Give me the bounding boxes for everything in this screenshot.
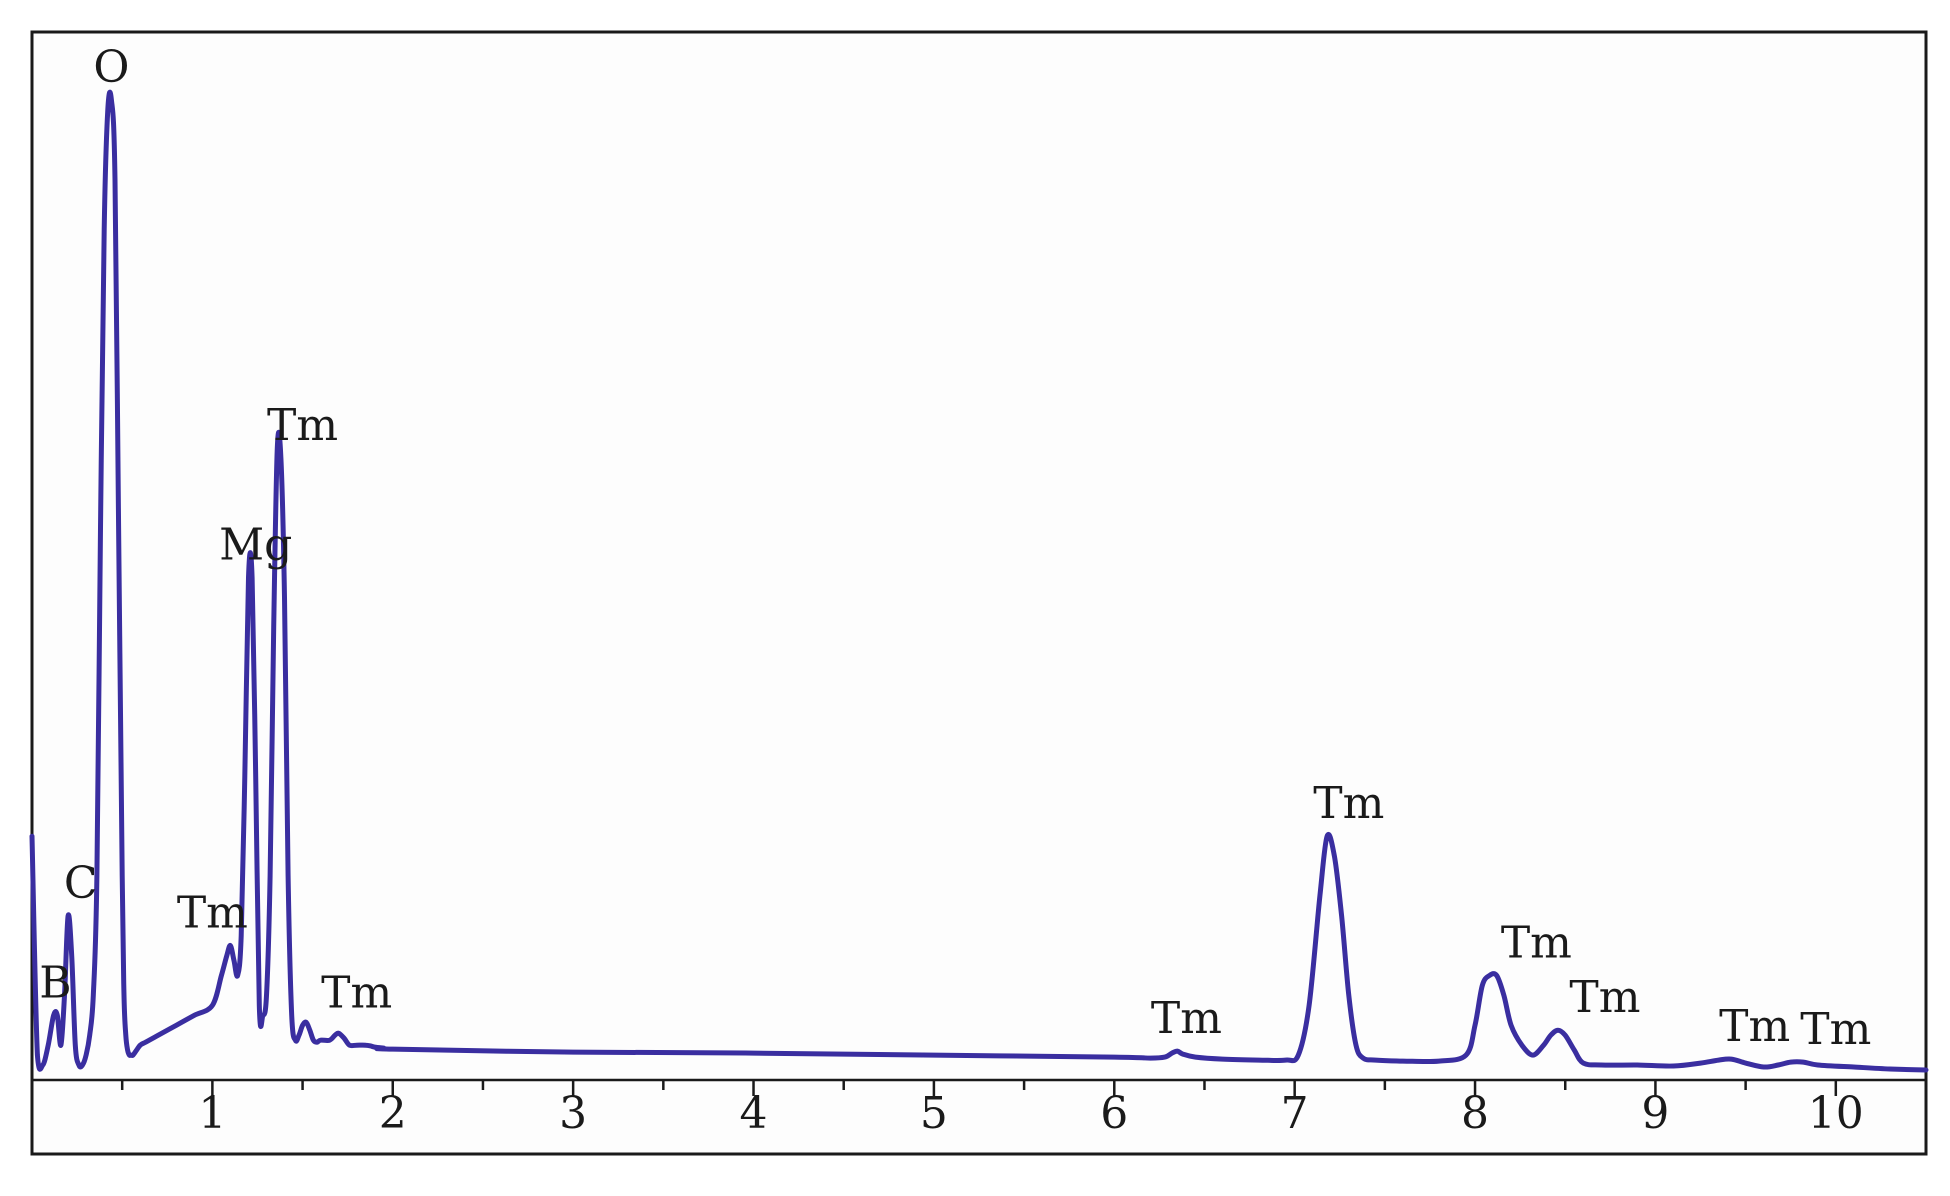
x-ticks <box>120 1080 1928 1096</box>
x-tick-label: 4 <box>740 1088 768 1139</box>
x-tick-label: 10 <box>1808 1088 1864 1139</box>
x-tick-label: 9 <box>1641 1088 1669 1139</box>
x-tick-label: 3 <box>559 1088 587 1139</box>
plot-frame <box>30 30 1928 1156</box>
peak-label-tm: Tm <box>267 400 338 451</box>
x-tick-label: 6 <box>1100 1088 1128 1139</box>
peak-label-tm: Tm <box>1569 972 1640 1023</box>
x-tick-label: 2 <box>379 1088 407 1139</box>
peak-label-o: O <box>93 42 129 93</box>
spectrum-line <box>29 89 1929 1073</box>
peak-label-tm: Tm <box>1313 778 1384 829</box>
peak-label-b: B <box>39 957 71 1008</box>
peak-label-tm: Tm <box>321 967 392 1018</box>
x-tick-label: 5 <box>920 1088 948 1139</box>
x-tick-label: 1 <box>198 1088 226 1139</box>
x-tick-label: 7 <box>1281 1088 1309 1139</box>
peak-label-tm: Tm <box>1151 993 1222 1044</box>
peak-label-tm: Tm <box>1800 1004 1871 1055</box>
peak-label-tm: Tm <box>1501 918 1572 969</box>
peak-label-mg: Mg <box>219 520 292 571</box>
x-tick-labels: 1 2 3 4 5 6 7 8 9 10 <box>198 1088 1863 1139</box>
peak-label-tm: Tm <box>177 888 248 939</box>
x-tick-label: 8 <box>1461 1088 1489 1139</box>
peak-label-tm: Tm <box>1719 1001 1790 1052</box>
peak-label-c: C <box>64 858 98 909</box>
